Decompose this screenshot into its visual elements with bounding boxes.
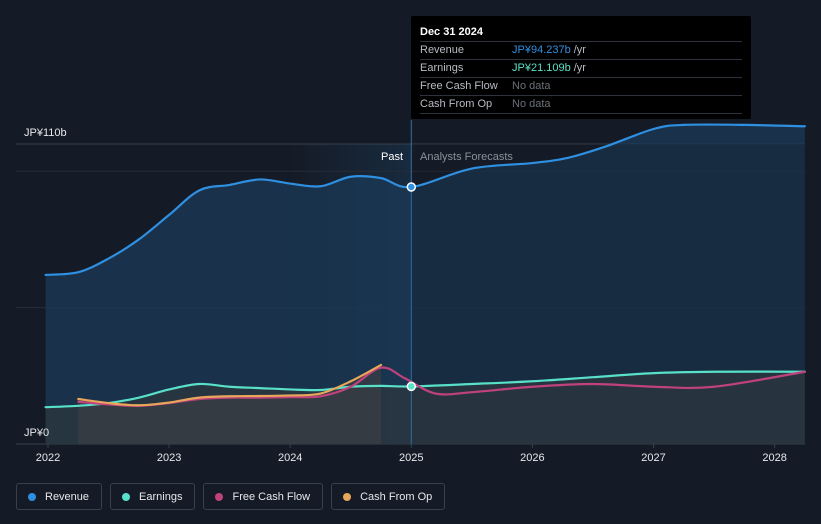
x-tick-label: 2022 bbox=[36, 452, 60, 464]
x-tick-label: 2024 bbox=[278, 452, 302, 464]
x-tick-label: 2028 bbox=[762, 452, 786, 464]
legend-dot-icon bbox=[343, 492, 352, 501]
legend-item-cash-from-op[interactable]: Cash From Op bbox=[331, 483, 446, 510]
tooltip-value: No data bbox=[512, 80, 551, 92]
y-axis-bottom-label: JP¥0 bbox=[24, 427, 49, 439]
past-label: Past bbox=[381, 151, 403, 163]
revenue-marker bbox=[406, 182, 417, 192]
revenue-line bbox=[44, 123, 806, 277]
chart-legend: Revenue Earnings Free Cash Flow Cash Fro… bbox=[16, 483, 446, 510]
x-tick-label: 2025 bbox=[399, 452, 423, 464]
tooltip-row-cash-from-op: Cash From Op No data bbox=[420, 95, 742, 114]
tooltip-row-earnings: Earnings JP¥21.109b /yr bbox=[420, 59, 742, 77]
tooltip-value: JP¥21.109b bbox=[512, 62, 571, 74]
earnings-marker bbox=[406, 381, 417, 392]
legend-dot-icon bbox=[215, 492, 224, 501]
legend-dot-icon bbox=[122, 492, 131, 501]
tooltip-label: Earnings bbox=[420, 62, 464, 74]
tooltip-label: Revenue bbox=[420, 44, 465, 56]
legend-label: Free Cash Flow bbox=[232, 490, 311, 503]
tooltip-label: Cash From Op bbox=[420, 98, 493, 110]
x-tick-label: 2023 bbox=[157, 452, 181, 464]
legend-label: Earnings bbox=[139, 490, 183, 503]
legend-item-earnings[interactable]: Earnings bbox=[110, 483, 196, 510]
tooltip-label: Free Cash Flow bbox=[420, 80, 498, 92]
legend-item-revenue[interactable]: Revenue bbox=[16, 483, 103, 510]
tooltip-row-free-cash-flow: Free Cash Flow No data bbox=[420, 77, 742, 95]
tooltip-date: Dec 31 2024 bbox=[420, 26, 483, 38]
cash-from-op-area bbox=[78, 364, 382, 444]
hover-tooltip: Dec 31 2024 Revenue JP¥94.237b /yr Earni… bbox=[411, 16, 751, 119]
legend-dot-icon bbox=[28, 492, 36, 501]
y-axis-top-label: JP¥110b bbox=[24, 127, 67, 139]
revenue-area bbox=[45, 124, 805, 445]
tooltip-row-revenue: Revenue JP¥94.237b /yr bbox=[420, 41, 742, 59]
tooltip-value: JP¥94.237b bbox=[512, 44, 571, 56]
tooltip-value: No data bbox=[512, 98, 551, 110]
legend-label: Cash From Op bbox=[360, 490, 433, 503]
earnings-line bbox=[44, 370, 806, 409]
x-tick-label: 2027 bbox=[641, 452, 665, 464]
x-tick-label: 2026 bbox=[520, 452, 544, 464]
tooltip-unit: /yr bbox=[573, 44, 586, 56]
forecast-label: Analysts Forecasts bbox=[420, 151, 513, 163]
legend-label: Revenue bbox=[45, 490, 90, 503]
cash-from-op-line bbox=[77, 363, 383, 407]
tooltip-unit: /yr bbox=[573, 62, 586, 74]
legend-item-free-cash-flow[interactable]: Free Cash Flow bbox=[203, 483, 324, 510]
